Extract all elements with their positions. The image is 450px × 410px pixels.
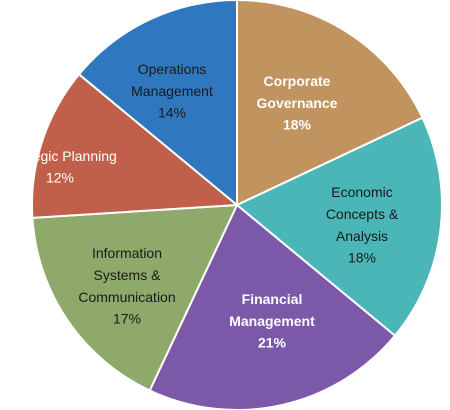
label-line: Financial (242, 291, 303, 307)
value-label: 17% (113, 311, 141, 327)
pie-slice (77, 0, 238, 208)
label-line: Operations (138, 61, 206, 77)
label-line: Management (131, 83, 213, 99)
slice-label: Strategic Planning (3, 148, 117, 164)
pie-slice (235, 116, 443, 338)
pie-slice (31, 203, 239, 392)
value-label: 12% (46, 170, 74, 186)
slice-label: Information Systems & Communication (78, 245, 175, 305)
label-line: Information (92, 245, 162, 261)
label-line: Systems & (94, 267, 162, 283)
label-line: Analysis (336, 228, 388, 244)
pie-slice (31, 72, 240, 219)
value-label: 18% (348, 250, 376, 266)
label-line: Strategic Planning (3, 148, 117, 164)
pie-slice (236, 0, 424, 207)
slice-label: Financial Management (229, 291, 315, 329)
slice-label: Corporate Governance (257, 73, 338, 111)
value-label: 14% (158, 105, 186, 121)
label-line: Governance (257, 95, 338, 111)
slice-label: Operations Management (131, 61, 213, 99)
value-label: 21% (258, 335, 287, 351)
label-line: Economic (331, 184, 392, 200)
value-label: 18% (283, 117, 312, 133)
label-line: Concepts & (326, 206, 399, 222)
slice-label: Economic Concepts & Analysis (326, 184, 399, 244)
label-line: Corporate (264, 73, 331, 89)
label-line: Management (229, 313, 315, 329)
pie-slice (148, 203, 397, 410)
label-line: Communication (78, 289, 175, 305)
